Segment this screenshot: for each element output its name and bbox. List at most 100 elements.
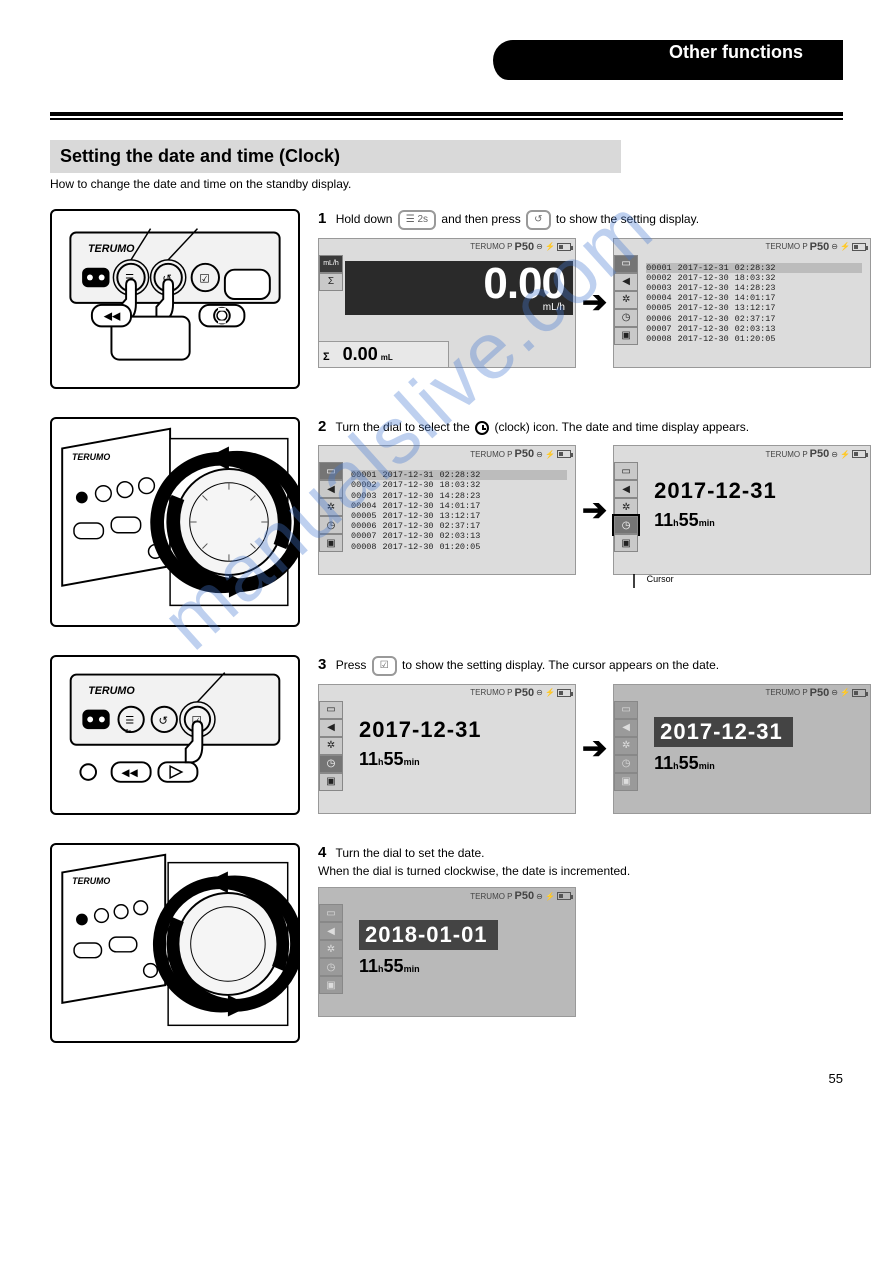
sigma-unit: mL [381, 353, 393, 362]
tab-sigma: Σ [319, 273, 343, 291]
tab-clock-icon: ◷ [319, 755, 343, 773]
tab-folder-icon: ▣ [614, 534, 638, 552]
sigma-readout: Σ 0.00 mL [319, 341, 449, 367]
datetime-date-highlighted: 2018-01-01 [359, 920, 498, 950]
tab-clock-icon: ◷ [614, 755, 638, 773]
lcd-rate-screen: TERUMO P P50 ⊖ ⚡ mL/h Σ 0.00 mL/h [318, 238, 576, 368]
step-row-2: TERUMO [50, 417, 843, 627]
section-subtitle: How to change the date and time on the s… [50, 177, 843, 191]
chapter-title: Other functions [669, 42, 803, 63]
lcd-statusbar: TERUMO P P50 ⊖ ⚡ [765, 241, 866, 253]
history-list: 000012017-12-3102:28:32 000022017-12-301… [345, 464, 573, 554]
step-1-desc: 1 Hold down ☰ 2s and then press ↺ to sho… [318, 209, 843, 230]
arrow-icon: ➔ [582, 731, 607, 766]
lcd-history-screen-2: TERUMO PP50⊖ ⚡ ▭ ◀ ✲ ◷ ▣ 000012017-12-31… [318, 445, 576, 575]
rate-value: 0.00 [483, 259, 565, 308]
svg-text:↺: ↺ [158, 714, 168, 727]
tab-gear-icon: ✲ [614, 737, 638, 755]
step-4-screens: TERUMO PP50⊖ ⚡ ▭ ◀ ✲ ◷ ▣ 2018-01-01 11h5… [318, 887, 843, 1017]
header-rules [50, 112, 843, 120]
step-3-number: 3 [318, 656, 326, 673]
history-row: 000012017-12-3102:28:32 [646, 263, 862, 273]
step-3-desc: 3 Press ☑ to show the setting display. T… [318, 655, 843, 676]
step-1-number: 1 [318, 210, 326, 227]
step-2-text-a: Turn the dial to select the [335, 420, 473, 434]
step-4-number: 4 [318, 844, 326, 861]
datetime-date: 2017-12-31 [654, 478, 858, 504]
tab-gear-icon: ✲ [319, 940, 343, 958]
panel-illustration-3: TERUMO ☰2s ↺ ☑ [52, 657, 298, 813]
history-row: 000082017-12-3001:20:05 [646, 334, 862, 344]
tab-folder-icon: ▣ [319, 534, 343, 552]
tab-book-icon: ▭ [319, 701, 343, 719]
page-header: Other functions [50, 40, 843, 102]
datetime-time: 11h55min [654, 510, 858, 531]
device-diagram-3: TERUMO ☰2s ↺ ☑ [50, 655, 300, 815]
history-row: 000062017-12-3002:37:17 [646, 314, 862, 324]
lcd-datetime-screen-1: TERUMO PP50⊖ ⚡ ▭ ◀ ✲ ◷ ▣ 2017-12-31 11h5… [613, 445, 871, 575]
history-row: 000032017-12-3014:28:23 [646, 283, 862, 293]
sigma-symbol: Σ [323, 351, 330, 363]
svg-text:◀◀: ◀◀ [104, 311, 121, 323]
tab-speaker-icon: ◀ [614, 273, 638, 291]
lcd-datetime-edit-screen: TERUMO PP50⊖ ⚡ ▭ ◀ ✲ ◷ ▣ 2017-12-31 11h5… [613, 684, 871, 814]
step-3-text-a: Press [336, 658, 370, 672]
svg-text:☰: ☰ [125, 715, 134, 726]
step-4-text: Turn the dial to set the date. [335, 846, 484, 860]
lcd-menu-tabs-a: ▭ ◀ ✲ ◷ ▣ [614, 255, 638, 345]
sigma-value: 0.00 [343, 344, 378, 364]
svg-text:TERUMO: TERUMO [72, 876, 110, 886]
arrow-icon: ➔ [582, 285, 607, 320]
tab-gear-icon: ✲ [319, 498, 343, 516]
tab-book-icon: ▭ [614, 701, 638, 719]
lcd-datetime-screen-2: TERUMO PP50⊖ ⚡ ▭ ◀ ✲ ◷ ▣ 2017-12-31 11h5… [318, 684, 576, 814]
history-row: 000022017-12-3018:03:32 [646, 273, 862, 283]
step-3-screens: TERUMO PP50⊖ ⚡ ▭ ◀ ✲ ◷ ▣ 2017-12-31 11h5… [318, 684, 843, 814]
svg-text:TERUMO: TERUMO [88, 243, 135, 255]
history-row: 000072017-12-3002:03:13 [646, 324, 862, 334]
step-1-text-c: to show the setting display. [556, 212, 699, 226]
tab-mlh: mL/h [319, 255, 343, 273]
datetime-readout: 2017-12-31 11h55min [640, 464, 868, 537]
tab-folder-icon: ▣ [614, 327, 638, 345]
tab-clock-icon: ◷ [319, 516, 343, 534]
step-2-screens: TERUMO PP50⊖ ⚡ ▭ ◀ ✲ ◷ ▣ 000012017-12-31… [318, 445, 843, 575]
svg-text:◀◀: ◀◀ [121, 767, 138, 779]
step-row-1: TERUMO ☰ 2s ↺ ☑ [50, 209, 843, 389]
datetime-date-highlighted: 2017-12-31 [654, 717, 793, 747]
back-button-label: ↺ [526, 210, 550, 230]
datetime-date: 2017-12-31 [359, 717, 563, 743]
step-1-screens: TERUMO P P50 ⊖ ⚡ mL/h Σ 0.00 mL/h [318, 238, 843, 368]
tab-gear-icon: ✲ [614, 498, 638, 516]
tab-book-icon: ▭ [614, 462, 638, 480]
tab-folder-icon: ▣ [319, 976, 343, 994]
step-4-subtext: When the dial is turned clockwise, the d… [318, 864, 630, 878]
datetime-time: 11h55min [359, 956, 563, 977]
tab-gear-icon: ✲ [614, 291, 638, 309]
device-diagram-2: TERUMO [50, 417, 300, 627]
datetime-time: 11h55min [359, 749, 563, 770]
tab-speaker-icon: ◀ [319, 922, 343, 940]
lcd-history-screen-1: TERUMO P P50 ⊖ ⚡ ▭ ◀ ✲ ◷ ▣ 00001 [613, 238, 871, 368]
device-diagram-4: TERUMO [50, 843, 300, 1043]
dial-illustration-2: TERUMO [52, 845, 298, 1041]
tab-book-icon: ▭ [319, 904, 343, 922]
step-1-text-a: Hold down [336, 212, 396, 226]
datetime-time: 11h55min [654, 753, 858, 774]
step-2-number: 2 [318, 418, 326, 435]
tab-speaker-icon: ◀ [319, 719, 343, 737]
rate-readout: 0.00 mL/h [345, 261, 573, 316]
svg-text:TERUMO: TERUMO [72, 452, 110, 462]
step-2-desc: 2 Turn the dial to select the (clock) ic… [318, 417, 843, 437]
arrow-icon: ➔ [582, 493, 607, 528]
step-3-text-b: to show the setting display. The cursor … [402, 658, 719, 672]
tab-speaker-icon: ◀ [319, 480, 343, 498]
history-row: 000042017-12-3014:01:17 [646, 293, 862, 303]
tab-gear-icon: ✲ [319, 737, 343, 755]
panel-illustration: TERUMO ☰ 2s ↺ ☑ [52, 211, 298, 387]
confirm-button-label: ☑ [372, 656, 397, 676]
lcd-menu-tabs-b: ▭ ◀ ✲ ◷ ▣ [319, 462, 343, 552]
tab-clock-icon: ◷ [614, 516, 638, 534]
device-diagram-1: TERUMO ☰ 2s ↺ ☑ [50, 209, 300, 389]
dial-illustration: TERUMO [52, 419, 298, 625]
